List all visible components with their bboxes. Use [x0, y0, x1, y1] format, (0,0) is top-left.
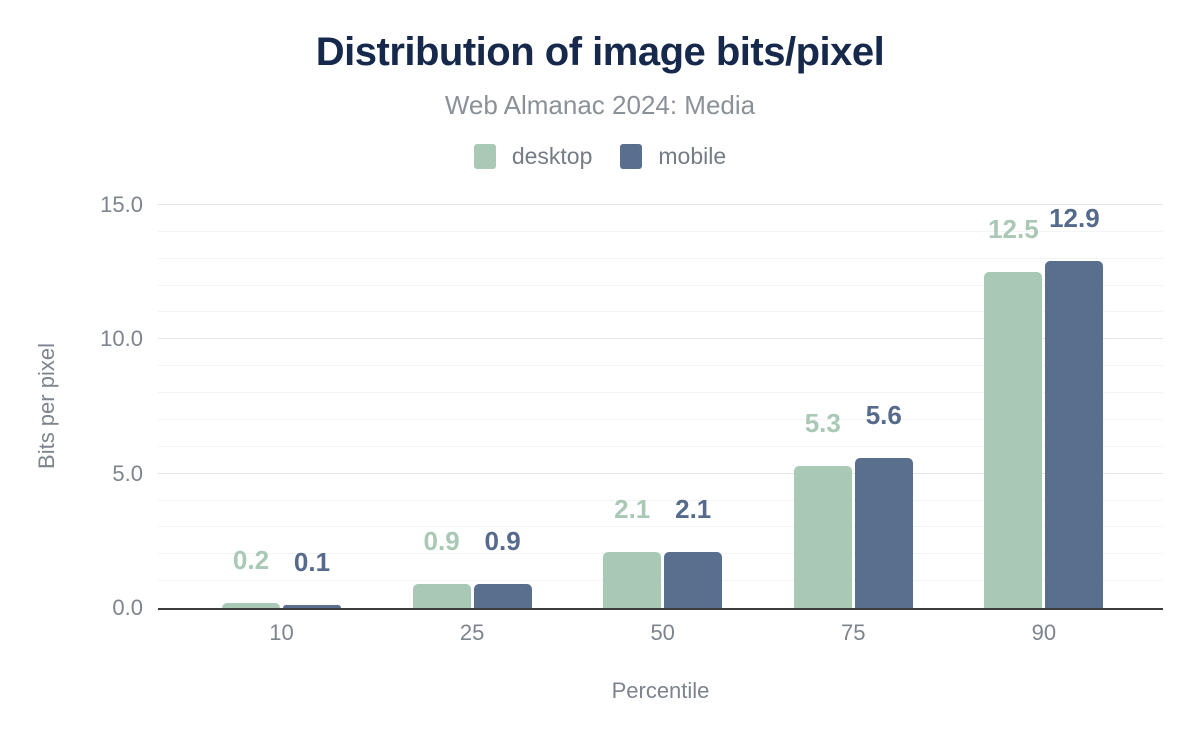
gridline-minor-13	[158, 257, 1163, 259]
value-label-mobile-p75: 5.6	[865, 399, 902, 430]
x-tick-50: 50	[650, 620, 675, 645]
gridline-minor-11	[158, 311, 1163, 313]
x-tick-75: 75	[841, 620, 866, 645]
gridline-minor-4	[158, 499, 1163, 501]
bar-desktop-p25[interactable]	[412, 583, 471, 608]
value-label-desktop-p25: 0.9	[423, 525, 460, 556]
value-label-desktop-p50: 2.1	[614, 493, 651, 524]
value-label-desktop-p90: 12.5	[988, 214, 1039, 245]
legend-swatch-mobile	[620, 144, 643, 169]
value-label-mobile-p50: 2.1	[675, 493, 712, 524]
y-tick-5: 5.0	[112, 460, 143, 486]
x-tick-25: 25	[459, 620, 485, 645]
gridline-minor-7	[158, 418, 1163, 420]
legend-swatch-desktop	[473, 144, 496, 169]
gridline-major-15	[158, 204, 1163, 205]
legend: desktop mobile	[0, 143, 1200, 170]
gridline-major-10	[158, 338, 1163, 340]
legend-item-desktop: desktop	[473, 143, 593, 170]
x-tick-10: 10	[269, 620, 294, 645]
gridline-minor-6	[158, 445, 1163, 447]
bar-mobile-p75[interactable]	[854, 457, 913, 608]
legend-item-mobile: mobile	[620, 143, 726, 170]
value-label-mobile-p90: 12.9	[1049, 203, 1100, 234]
value-label-desktop-p75: 5.3	[804, 407, 841, 438]
legend-label-desktop: desktop	[511, 143, 593, 169]
bar-desktop-p75[interactable]	[793, 465, 852, 608]
bar-mobile-p25[interactable]	[473, 583, 532, 608]
gridline-minor-8	[158, 392, 1163, 394]
value-label-desktop-p10: 0.2	[232, 544, 270, 575]
gridline-major-5	[158, 472, 1163, 474]
bar-mobile-p10[interactable]	[283, 605, 341, 608]
y-tick-10: 10.0	[100, 326, 143, 352]
gridline-minor-2	[158, 553, 1163, 555]
plot-area: 0.2 0.1 0.9 0.9 2.1 2.1 5.3 5.6 12.5 12.9	[158, 203, 1163, 610]
gridline-minor-3	[158, 526, 1163, 528]
bar-mobile-p50[interactable]	[664, 551, 723, 608]
bar-desktop-p90[interactable]	[984, 272, 1043, 608]
gridline-minor-14	[158, 230, 1163, 232]
y-tick-0: 0.0	[112, 595, 143, 620]
bar-mobile-p90[interactable]	[1045, 261, 1104, 608]
chart-subtitle: Web Almanac 2024: Media	[444, 90, 756, 120]
value-label-mobile-p10: 0.1	[293, 547, 331, 578]
x-tick-90: 90	[1031, 620, 1057, 645]
gridline-minor-9	[158, 365, 1163, 367]
y-tick-15: 15.0	[100, 192, 143, 217]
bar-desktop-p10[interactable]	[222, 602, 280, 608]
legend-label-mobile: mobile	[658, 143, 727, 169]
y-axis-title: Bits per pixel	[34, 343, 59, 469]
x-axis-title: Percentile	[611, 678, 710, 703]
gridline-minor-12	[158, 284, 1163, 286]
chart-title: Distribution of image bits/pixel	[315, 30, 885, 74]
value-label-mobile-p25: 0.9	[484, 525, 521, 556]
bar-desktop-p50[interactable]	[603, 551, 662, 608]
